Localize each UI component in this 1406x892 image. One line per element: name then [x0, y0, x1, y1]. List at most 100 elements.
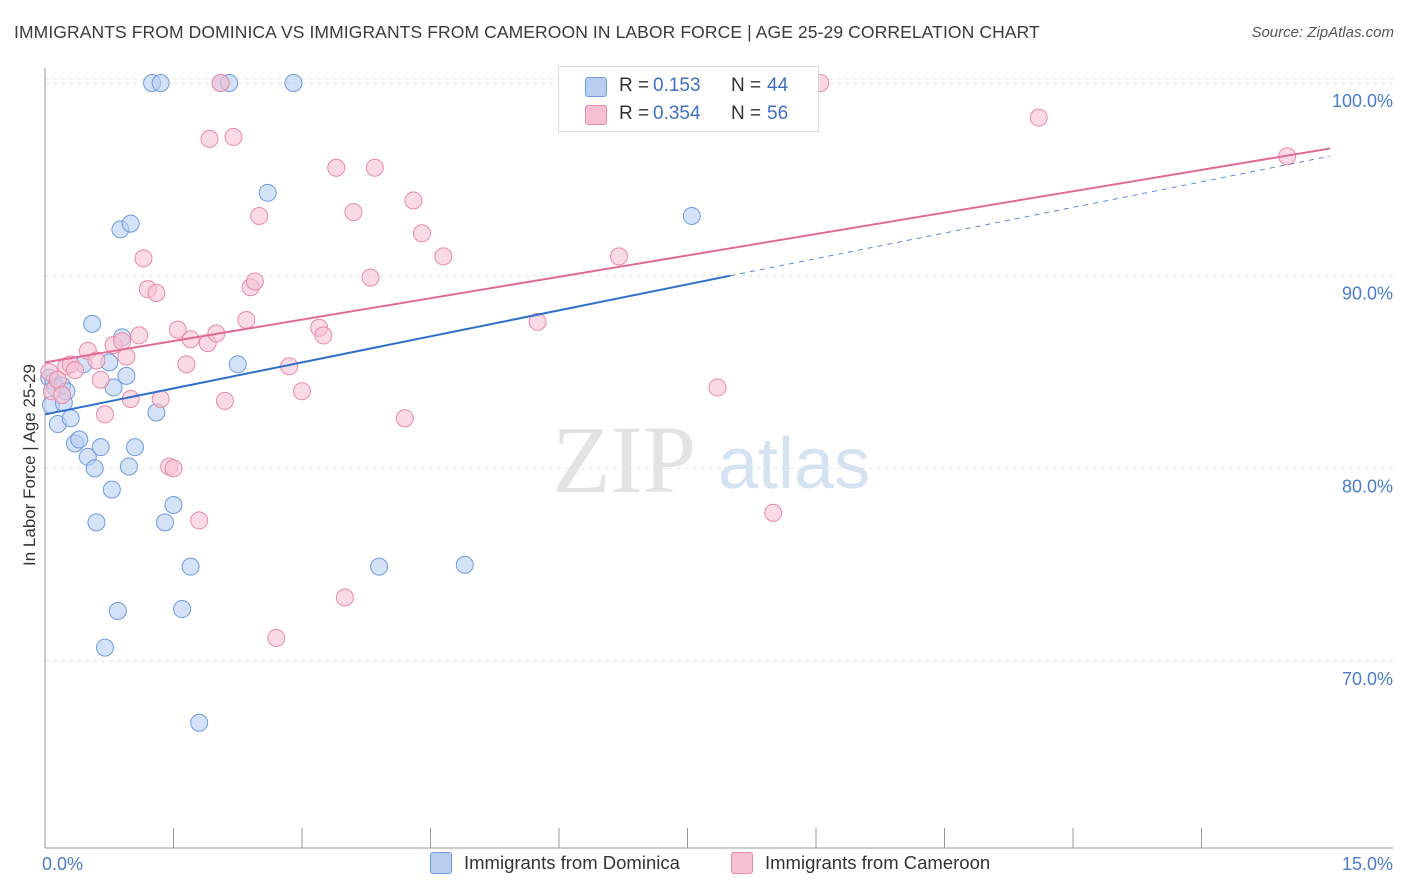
x-tick-label-15: 15.0%	[1342, 854, 1393, 874]
point-cameroon-49	[434, 247, 453, 266]
point-cameroon-16	[134, 249, 153, 268]
point-cameroon-34	[250, 206, 269, 225]
data-points	[40, 73, 1297, 732]
point-dominica-42	[455, 555, 474, 574]
legend-n-label: N =	[731, 103, 762, 124]
point-cameroon-10	[95, 405, 114, 424]
point-cameroon-36	[267, 628, 286, 647]
point-cameroon-3	[53, 386, 72, 405]
source-label: Source: ZipAtlas.com	[1251, 24, 1394, 41]
point-dominica-29	[151, 73, 170, 92]
legend-row-cameroon: R = 0.354 N = 56	[559, 99, 818, 129]
point-cameroon-52	[708, 378, 727, 397]
point-cameroon-12	[113, 332, 132, 351]
point-dominica-38	[228, 355, 247, 374]
chart-title: IMMIGRANTS FROM DOMINICA VS IMMIGRANTS F…	[14, 22, 1040, 42]
point-dominica-13	[83, 314, 102, 333]
bottom-legend-swatch-cameroon	[731, 852, 753, 874]
bottom-legend-label-cameroon: Immigrants from Cameroon	[765, 852, 991, 873]
bottom-legend: Immigrants from Dominica Immigrants from…	[0, 852, 1406, 878]
point-dominica-27	[125, 438, 144, 457]
y-tick-label-70: 70.0%	[1342, 669, 1393, 689]
point-cameroon-41	[327, 158, 346, 177]
point-cameroon-38	[293, 382, 311, 401]
point-cameroon-27	[200, 129, 219, 148]
watermark: ZIP atlas	[552, 406, 870, 513]
legend-swatch-cameroon	[585, 105, 607, 125]
point-cameroon-30	[215, 391, 234, 410]
point-cameroon-18	[147, 284, 166, 303]
point-dominica-15	[87, 513, 106, 532]
point-cameroon-46	[395, 409, 414, 428]
trendline-cameroon	[44, 147, 1331, 364]
point-cameroon-9	[91, 370, 110, 389]
point-cameroon-43	[344, 203, 363, 222]
axes: 70.0% 80.0% 90.0% 100.0% 0.0% 15.0%	[42, 68, 1393, 874]
point-dominica-17	[95, 638, 114, 657]
point-dominica-14	[85, 459, 104, 478]
legend-r-value: 0.153	[653, 75, 701, 96]
point-dominica-8	[61, 409, 80, 428]
x-tick-label-0: 0.0%	[42, 854, 83, 874]
point-dominica-43	[682, 206, 701, 225]
legend-n-value: 56	[767, 103, 789, 124]
point-dominica-21	[108, 601, 127, 620]
legend-r-label: R =	[619, 103, 650, 124]
bottom-legend-cameroon: Immigrants from Cameroon	[731, 852, 990, 874]
point-dominica-16	[91, 438, 110, 457]
y-tick-label-100: 100.0%	[1332, 91, 1393, 111]
point-cameroon-42	[335, 588, 354, 607]
point-cameroon-21	[164, 459, 183, 478]
point-cameroon-40	[314, 326, 333, 345]
point-dominica-40	[284, 73, 303, 92]
point-dominica-39	[258, 183, 277, 202]
point-dominica-34	[181, 557, 200, 576]
legend-r-label: R =	[619, 75, 650, 96]
point-cameroon-6	[65, 361, 84, 380]
watermark-atlas: atlas	[718, 424, 870, 504]
point-cameroon-32	[237, 311, 256, 329]
legend: R = 0.153 N = 44 R = 0.354 N = 56	[558, 66, 819, 132]
point-dominica-31	[155, 513, 174, 532]
legend-n-value: 44	[767, 75, 789, 96]
point-cameroon-48	[412, 224, 431, 243]
point-cameroon-35	[245, 272, 264, 291]
y-tick-label-90: 90.0%	[1342, 284, 1393, 304]
point-cameroon-8	[87, 351, 106, 370]
watermark-zip: ZIP	[552, 406, 696, 513]
point-cameroon-29	[211, 73, 230, 92]
point-cameroon-50	[528, 312, 547, 331]
point-dominica-24	[117, 366, 136, 385]
bottom-legend-dominica: Immigrants from Dominica	[430, 852, 680, 874]
bottom-legend-swatch-dominica	[430, 852, 452, 874]
point-dominica-19	[102, 480, 121, 499]
point-dominica-25	[119, 457, 138, 476]
point-dominica-41	[370, 557, 389, 576]
point-cameroon-44	[361, 268, 380, 287]
point-cameroon-47	[404, 191, 423, 210]
legend-swatch-dominica	[585, 77, 607, 97]
point-dominica-33	[173, 600, 192, 619]
y-axis-title: In Labor Force | Age 25-29	[20, 364, 39, 566]
trendline-dominica	[44, 274, 731, 416]
point-cameroon-15	[130, 326, 149, 345]
point-cameroon-22	[168, 320, 187, 339]
point-cameroon-53	[764, 503, 783, 522]
trend-lines	[44, 147, 1331, 416]
point-cameroon-51	[609, 247, 628, 266]
y-tick-label-80: 80.0%	[1342, 476, 1393, 496]
trendline-dominica-extension	[730, 155, 1331, 277]
point-dominica-26	[121, 214, 140, 233]
point-cameroon-31	[224, 127, 243, 146]
legend-n-label: N =	[731, 75, 762, 96]
point-cameroon-23	[177, 355, 196, 374]
bottom-legend-label-dominica: Immigrants from Dominica	[464, 852, 680, 873]
grid	[45, 78, 1393, 662]
legend-r-value: 0.354	[653, 103, 701, 124]
point-dominica-32	[164, 495, 183, 514]
point-cameroon-55	[1029, 108, 1048, 127]
point-dominica-10	[70, 430, 89, 449]
legend-row-dominica: R = 0.153 N = 44	[559, 71, 818, 101]
point-cameroon-25	[190, 511, 209, 530]
